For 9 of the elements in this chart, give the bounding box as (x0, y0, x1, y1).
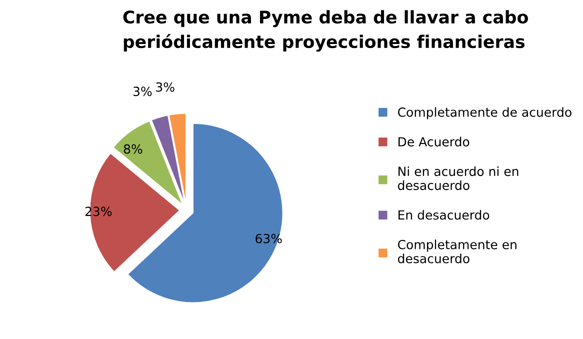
legend-label: Completamente de acuerdo (398, 107, 572, 120)
chart-title: Cree que una Pyme deba de llavar a cabo periódicamente proyecciones financieras (123, 10, 528, 52)
data-label: 8% (124, 144, 142, 154)
legend-label: En desacuerdo (398, 210, 490, 220)
legend-label: Ni en acuerdo ni en desacuerdo (398, 166, 518, 190)
legend-label: De Acuerdo (398, 136, 470, 146)
legend-label: Completamente en desacuerdo (398, 240, 516, 264)
data-label: 3% (133, 86, 152, 96)
data-label: 3% (156, 82, 174, 92)
